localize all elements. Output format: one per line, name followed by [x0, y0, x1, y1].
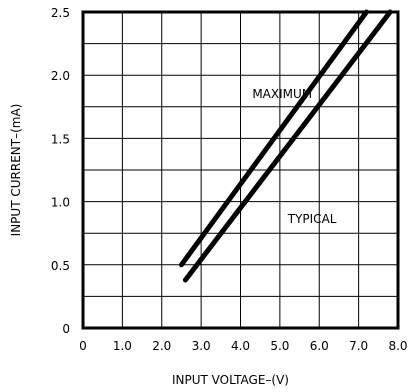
x-tick-label: 2.0 [152, 339, 171, 353]
annotation-maximum: MAXIMUM [252, 87, 312, 101]
x-tick-label: 8.0 [388, 339, 407, 353]
series-line-maximum [178, 9, 369, 268]
x-tick-label: 0 [79, 339, 87, 353]
x-tick-label: 1.0 [113, 339, 132, 353]
grid [83, 12, 398, 328]
y-axis-label: INPUT CURRENT–(mA) [9, 104, 23, 237]
series-group [178, 9, 393, 283]
y-tick-label: 1.5 [51, 132, 70, 146]
y-tick-label: 1.0 [51, 196, 70, 210]
x-tick-label: 5.0 [270, 339, 289, 353]
x-tick-labels: 0 1.0 2.0 3.0 4.0 5.0 6.0 7.0 8.0 [79, 339, 407, 353]
x-tick-label: 3.0 [192, 339, 211, 353]
y-tick-labels: 0 0.5 1.0 1.5 2.0 2.5 [51, 6, 70, 336]
annotation-typical: TYPICAL [287, 212, 337, 226]
series-line-typical [182, 9, 393, 283]
y-tick-label: 0 [62, 322, 70, 336]
y-tick-label: 0.5 [51, 259, 70, 273]
plot-frame [81, 10, 400, 330]
x-axis-label: INPUT VOLTAGE–(V) [172, 373, 289, 387]
x-tick-label: 4.0 [231, 339, 250, 353]
y-tick-label: 2.5 [51, 6, 70, 20]
annotations: MAXIMUM TYPICAL [252, 87, 336, 226]
y-tick-label: 2.0 [51, 69, 70, 83]
x-tick-label: 7.0 [349, 339, 368, 353]
x-tick-label: 6.0 [310, 339, 329, 353]
